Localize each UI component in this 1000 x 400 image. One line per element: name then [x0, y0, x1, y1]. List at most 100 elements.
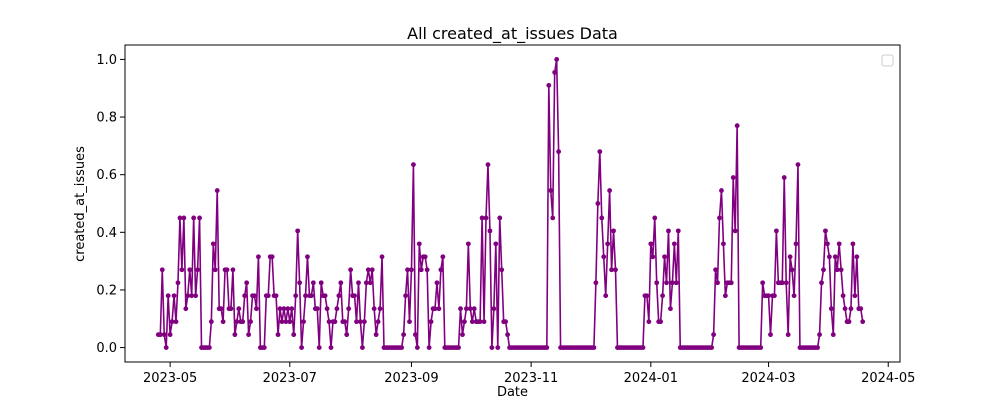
data-point: [440, 254, 446, 260]
data-point: [293, 293, 299, 299]
data-point: [432, 306, 438, 312]
data-point: [310, 280, 316, 286]
data-point: [548, 188, 554, 193]
data-point: [758, 345, 764, 350]
data-point: [772, 293, 777, 299]
data-point: [399, 345, 405, 350]
data-point: [477, 319, 483, 325]
data-point: [654, 280, 660, 286]
data-point: [240, 319, 246, 325]
data-point: [365, 267, 371, 273]
data-point: [832, 254, 838, 260]
data-point: [308, 293, 314, 299]
data-point: [825, 241, 830, 247]
data-point: [218, 306, 224, 312]
data-point: [373, 332, 379, 338]
data-point: [344, 332, 350, 338]
data-point: [275, 332, 281, 338]
data-point: [640, 345, 646, 350]
data-point: [670, 280, 675, 286]
data-point: [826, 254, 832, 260]
data-point: [369, 267, 375, 273]
data-point: [358, 319, 363, 325]
x-tick-label: 2023-05: [143, 371, 197, 386]
data-point: [187, 267, 193, 273]
data-point: [848, 306, 854, 312]
data-point: [299, 345, 304, 350]
data-point: [354, 319, 359, 325]
data-point: [234, 319, 240, 325]
data-point: [593, 280, 599, 286]
data-point: [650, 254, 656, 260]
data-point: [438, 267, 444, 273]
data-point: [613, 267, 618, 273]
x-axis: 2023-05 2023-07 2023-09 2023-11 2024-01 2024-…: [143, 362, 915, 386]
data-point: [230, 267, 236, 273]
data-point: [658, 319, 664, 325]
data-point: [434, 280, 440, 286]
data-point: [838, 267, 844, 273]
x-tick-label: 2023-11: [504, 371, 558, 386]
data-point: [428, 319, 434, 325]
data-point: [283, 319, 289, 325]
data-point: [644, 293, 650, 299]
data-point: [760, 280, 766, 286]
data-point: [815, 345, 820, 350]
data-point: [244, 280, 250, 286]
data-point: [361, 319, 367, 325]
data-point: [673, 280, 679, 286]
y-tick-label: 0.4: [96, 226, 117, 241]
data-point: [208, 319, 214, 325]
data-point: [783, 280, 789, 286]
data-point: [220, 319, 226, 325]
data-point: [648, 241, 654, 247]
data-point: [728, 280, 734, 286]
data-point: [356, 280, 361, 286]
y-tick-label: 0.8: [96, 111, 117, 126]
data-point: [407, 319, 412, 325]
data-point: [860, 319, 866, 325]
data-point: [793, 241, 799, 247]
data-point: [505, 332, 510, 338]
data-point: [436, 306, 442, 312]
data-point: [709, 345, 715, 350]
data-point: [828, 306, 834, 312]
data-point: [248, 319, 253, 325]
data-point: [261, 345, 267, 350]
y-axis: 0.0 0.2 0.4 0.6 0.8 1.0: [96, 53, 125, 356]
data-point: [179, 267, 185, 273]
series-layer: [155, 57, 866, 350]
data-point: [609, 267, 614, 273]
data-point: [169, 319, 175, 325]
data-point: [424, 267, 430, 273]
data-point: [717, 215, 722, 221]
data-point: [823, 228, 828, 234]
data-point: [167, 332, 173, 338]
data-point: [363, 280, 369, 286]
y-axis-label: created_at_issues: [73, 146, 88, 262]
data-point: [607, 188, 613, 193]
data-point: [224, 267, 230, 273]
data-point: [232, 332, 238, 338]
data-point: [858, 306, 864, 312]
data-point: [183, 306, 189, 312]
data-point: [189, 293, 195, 299]
data-point: [287, 319, 293, 325]
data-point: [177, 215, 183, 221]
data-point: [195, 267, 200, 273]
data-point: [426, 345, 432, 350]
data-point: [789, 267, 795, 273]
data-point: [732, 228, 738, 234]
data-point: [719, 188, 724, 193]
data-point: [460, 332, 465, 338]
data-point: [401, 332, 407, 338]
data-point: [611, 228, 616, 234]
data-point: [157, 332, 163, 338]
data-point: [418, 267, 424, 273]
data-point: [181, 215, 187, 221]
data-point: [787, 254, 793, 260]
data-point: [291, 332, 297, 338]
data-point: [489, 345, 495, 350]
data-point: [228, 306, 234, 312]
data-point: [497, 215, 503, 221]
